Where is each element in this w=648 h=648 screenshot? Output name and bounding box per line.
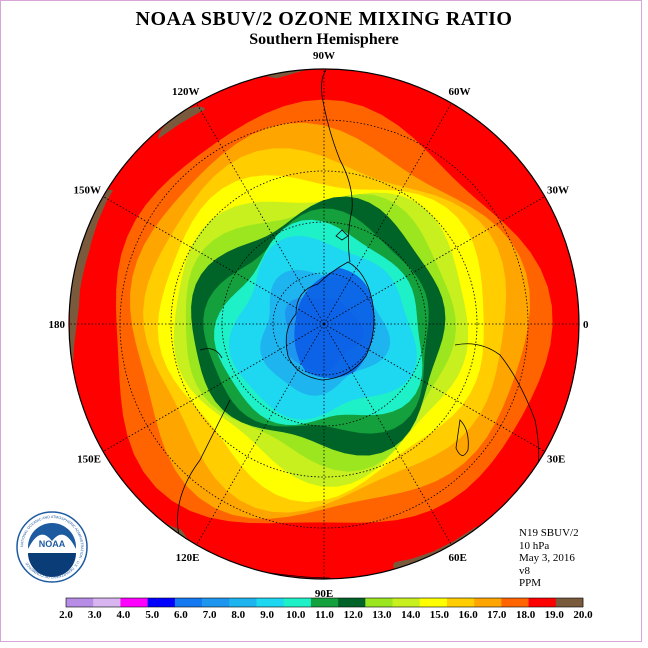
- colorbar-outline: [65, 597, 584, 608]
- longitude-label: 90W: [313, 50, 335, 62]
- colorbar-swatch: [66, 598, 94, 607]
- new-zealand-coast: [199, 348, 223, 359]
- meridian-line: [102, 196, 325, 325]
- colorbar-tick-label: 17.0: [487, 609, 507, 621]
- colorbar-swatch: [528, 598, 557, 607]
- colorbar-swatch: [365, 598, 393, 607]
- madagascar-coast: [455, 419, 469, 456]
- colorbar-swatch: [256, 598, 284, 607]
- meridian-line: [196, 323, 325, 546]
- colorbar-tick-label: 14.0: [401, 609, 421, 621]
- longitude-label: 60W: [449, 86, 471, 98]
- longitude-label: 30W: [547, 185, 569, 197]
- colorbar-tick-label: 2.0: [59, 609, 73, 621]
- colorbar-tick-label: 3.0: [88, 609, 102, 621]
- map-title: NOAA SBUV/2 OZONE MIXING RATIO: [135, 8, 513, 30]
- colorbar-tick-label: 6.0: [174, 609, 188, 621]
- colorbar-swatch: [120, 598, 148, 607]
- latitude-circle: [272, 272, 376, 376]
- colorbar-swatch: [474, 598, 502, 607]
- colorbar-tick-label: 10.0: [286, 609, 306, 621]
- version-label: v8: [519, 564, 530, 577]
- meridian-line: [323, 323, 452, 546]
- info-block: N19 SBUV/2 10 hPa May 3, 2016 v8 PPM: [519, 527, 579, 590]
- colorbar-tick-label: 7.0: [203, 609, 217, 621]
- globe-outline: [68, 68, 580, 580]
- graticule: [69, 69, 579, 579]
- ozone-min-core: [294, 268, 375, 378]
- colorbar-swatch: [338, 598, 366, 607]
- longitude-label: 0: [583, 319, 589, 331]
- logo-text: NOAA: [39, 539, 66, 549]
- satellite-label: N19 SBUV/2: [519, 527, 579, 539]
- colorbar-swatch: [419, 598, 448, 607]
- longitude-label: 180: [49, 319, 66, 331]
- longitude-labels: 90W 60W 30W 0 30E 60E 90E 120E 150E 180 150W 120W: [49, 50, 590, 600]
- meridian-line: [323, 102, 452, 325]
- colorbar-tick-label: 15.0: [430, 609, 450, 621]
- colorbar-swatch: [501, 598, 529, 607]
- colorbar-tick-label: 20.0: [573, 609, 593, 621]
- colorbar-tick-label: 19.0: [545, 609, 565, 621]
- colorbar-swatch: [174, 598, 203, 607]
- longitude-label: 60E: [449, 552, 467, 564]
- colorbar-tick-label: 4.0: [117, 609, 131, 621]
- pressure-level-label: 10 hPa: [519, 539, 550, 552]
- date-label: May 3, 2016: [519, 552, 575, 564]
- meridian-line: [196, 102, 325, 325]
- longitude-label: 30E: [547, 454, 565, 466]
- longitude-label: 120W: [172, 86, 200, 98]
- colorbar-tick-label: 5.0: [145, 609, 159, 621]
- logo-sea: [28, 553, 76, 577]
- falkland-islands: [335, 229, 349, 241]
- longitude-label: 90E: [315, 588, 333, 600]
- colorbar-swatch: [310, 598, 339, 607]
- meridian-line: [323, 196, 546, 325]
- colorbar-swatch: [147, 598, 176, 607]
- colorbar-tick-label: 8.0: [231, 609, 245, 621]
- noaa-logo: NOAA NATIONAL OCEANIC AND ATMOSPHERIC AD…: [16, 511, 88, 583]
- colorbar-tick-label: 12.0: [344, 609, 364, 621]
- colorbar: 2.0 3.0 4.0 5.0 6.0 7.0 8.0 9.0 10.0 11.0 12.0 13.0…: [59, 597, 593, 621]
- colorbar-swatch: [446, 598, 475, 607]
- colorbar-tick-label: 16.0: [458, 609, 478, 621]
- antarctica-coast: [285, 261, 375, 381]
- colorbar-swatch: [229, 598, 257, 607]
- longitude-label: 150W: [74, 185, 102, 197]
- latitude-circle: [170, 170, 478, 478]
- colorbar-swatch: [283, 598, 312, 607]
- units-label: PPM: [519, 577, 542, 589]
- colorbar-swatch: [93, 598, 121, 607]
- map-subtitle: Southern Hemisphere: [249, 31, 399, 48]
- longitude-label: 120E: [176, 552, 200, 564]
- colorbar-tick-label: 11.0: [315, 609, 334, 621]
- south-america-coast: [321, 69, 353, 263]
- colorbar-tick-label: 9.0: [260, 609, 274, 621]
- colorbar-tick-label: 13.0: [372, 609, 392, 621]
- colorbar-swatch: [202, 598, 230, 607]
- meridian-line: [323, 323, 546, 452]
- meridian-line: [102, 323, 325, 452]
- colorbar-swatch: [392, 598, 421, 607]
- colorbar-tick-label: 18.0: [516, 609, 536, 621]
- longitude-label: 150E: [77, 454, 101, 466]
- colorbar-swatch: [555, 598, 584, 607]
